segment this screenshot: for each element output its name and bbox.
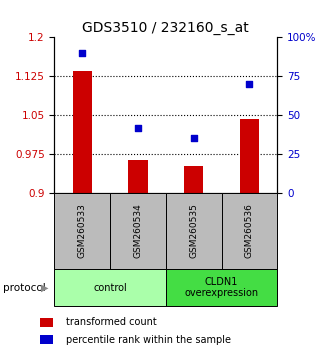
Point	[135, 125, 141, 130]
Text: ▶: ▶	[41, 282, 48, 293]
Bar	[184, 166, 203, 193]
Bar	[73, 71, 92, 193]
Text: control: control	[93, 282, 127, 293]
Bar	[240, 119, 259, 193]
Bar	[128, 160, 148, 193]
Text: GSM260533: GSM260533	[78, 204, 87, 258]
Text: GSM260536: GSM260536	[245, 204, 254, 258]
Text: CLDN1
overexpression: CLDN1 overexpression	[184, 277, 259, 298]
Title: GDS3510 / 232160_s_at: GDS3510 / 232160_s_at	[82, 21, 249, 35]
Point	[191, 136, 196, 141]
Text: GSM260535: GSM260535	[189, 204, 198, 258]
Point	[247, 81, 252, 87]
Point	[80, 50, 85, 56]
Text: percentile rank within the sample: percentile rank within the sample	[66, 335, 231, 345]
Text: GSM260534: GSM260534	[133, 204, 143, 258]
Text: transformed count: transformed count	[66, 317, 157, 327]
Text: protocol: protocol	[3, 282, 46, 293]
